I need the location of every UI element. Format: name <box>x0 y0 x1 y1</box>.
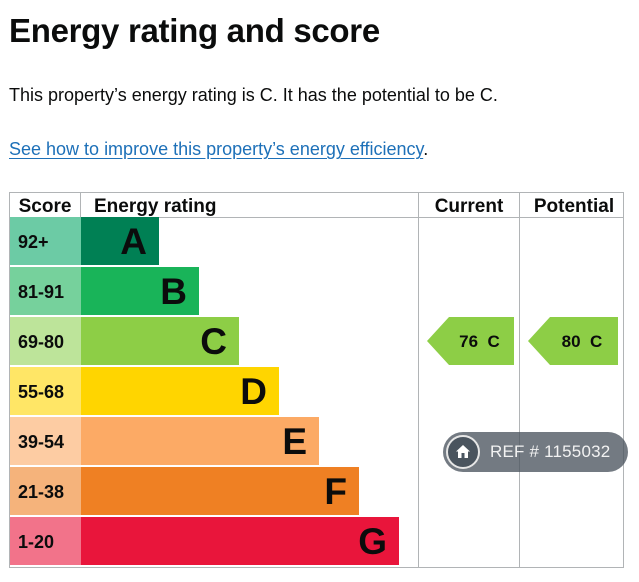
band-bar-b <box>81 267 199 315</box>
chart-border <box>9 192 624 568</box>
score-label-e: 39-54 <box>18 432 64 452</box>
band-bar-d <box>81 367 279 415</box>
band-letter-e: E <box>282 421 307 462</box>
link-suffix: . <box>423 139 429 159</box>
rating-summary: This property’s energy rating is C. It h… <box>9 85 498 105</box>
score-label-d: 55-68 <box>18 382 64 402</box>
score-label-g: 1-20 <box>18 532 54 552</box>
potential-rating-arrow <box>528 317 618 365</box>
chart-headers: Score Energy rating Current Potential <box>19 196 615 217</box>
chart-frame <box>9 192 624 568</box>
home-icon <box>446 435 480 469</box>
potential-rating-label: 80 C <box>562 332 603 351</box>
improve-link-line: See how to improve this property’s energ… <box>9 139 428 160</box>
band-bar-e <box>81 417 319 465</box>
band-letter-a: A <box>120 221 147 262</box>
band-letter-d: D <box>240 371 267 412</box>
header-potential: Potential <box>534 196 614 217</box>
ref-watermark: REF # 1155032 <box>443 432 628 472</box>
score-label-a: 92+ <box>18 232 49 252</box>
header-current: Current <box>435 196 504 217</box>
score-cell-c <box>10 317 81 365</box>
band-letter-c: C <box>200 321 227 362</box>
score-cell-b <box>10 267 81 315</box>
current-rating-label: 76 C <box>459 332 500 351</box>
score-cell-a <box>10 217 81 265</box>
rating-bands: 92+ A 81-91 B 69-80 C 55-68 D 39-54 E 21-38 F 1-20 G <box>10 217 399 565</box>
page-title: Energy rating and score <box>9 12 380 49</box>
band-letter-f: F <box>324 471 347 512</box>
score-cell-g <box>10 517 81 565</box>
band-bar-g <box>81 517 399 565</box>
header-score: Score <box>19 196 72 217</box>
score-label-b: 81-91 <box>18 282 64 302</box>
band-bar-f <box>81 467 359 515</box>
current-rating-arrow <box>427 317 514 365</box>
ref-number: REF # 1155032 <box>490 442 611 461</box>
score-cell-d <box>10 367 81 415</box>
band-bar-a <box>81 217 159 265</box>
score-cell-f <box>10 467 81 515</box>
header-energy-rating: Energy rating <box>94 196 216 217</box>
score-cell-e <box>10 417 81 465</box>
rating-arrows: 76 C 80 C <box>427 317 618 365</box>
band-letter-g: G <box>358 521 387 562</box>
band-bar-c <box>81 317 239 365</box>
score-label-f: 21-38 <box>18 482 64 502</box>
band-letter-b: B <box>160 271 187 312</box>
improve-efficiency-link[interactable]: See how to improve this property’s energ… <box>9 139 424 159</box>
score-label-c: 69-80 <box>18 332 64 352</box>
